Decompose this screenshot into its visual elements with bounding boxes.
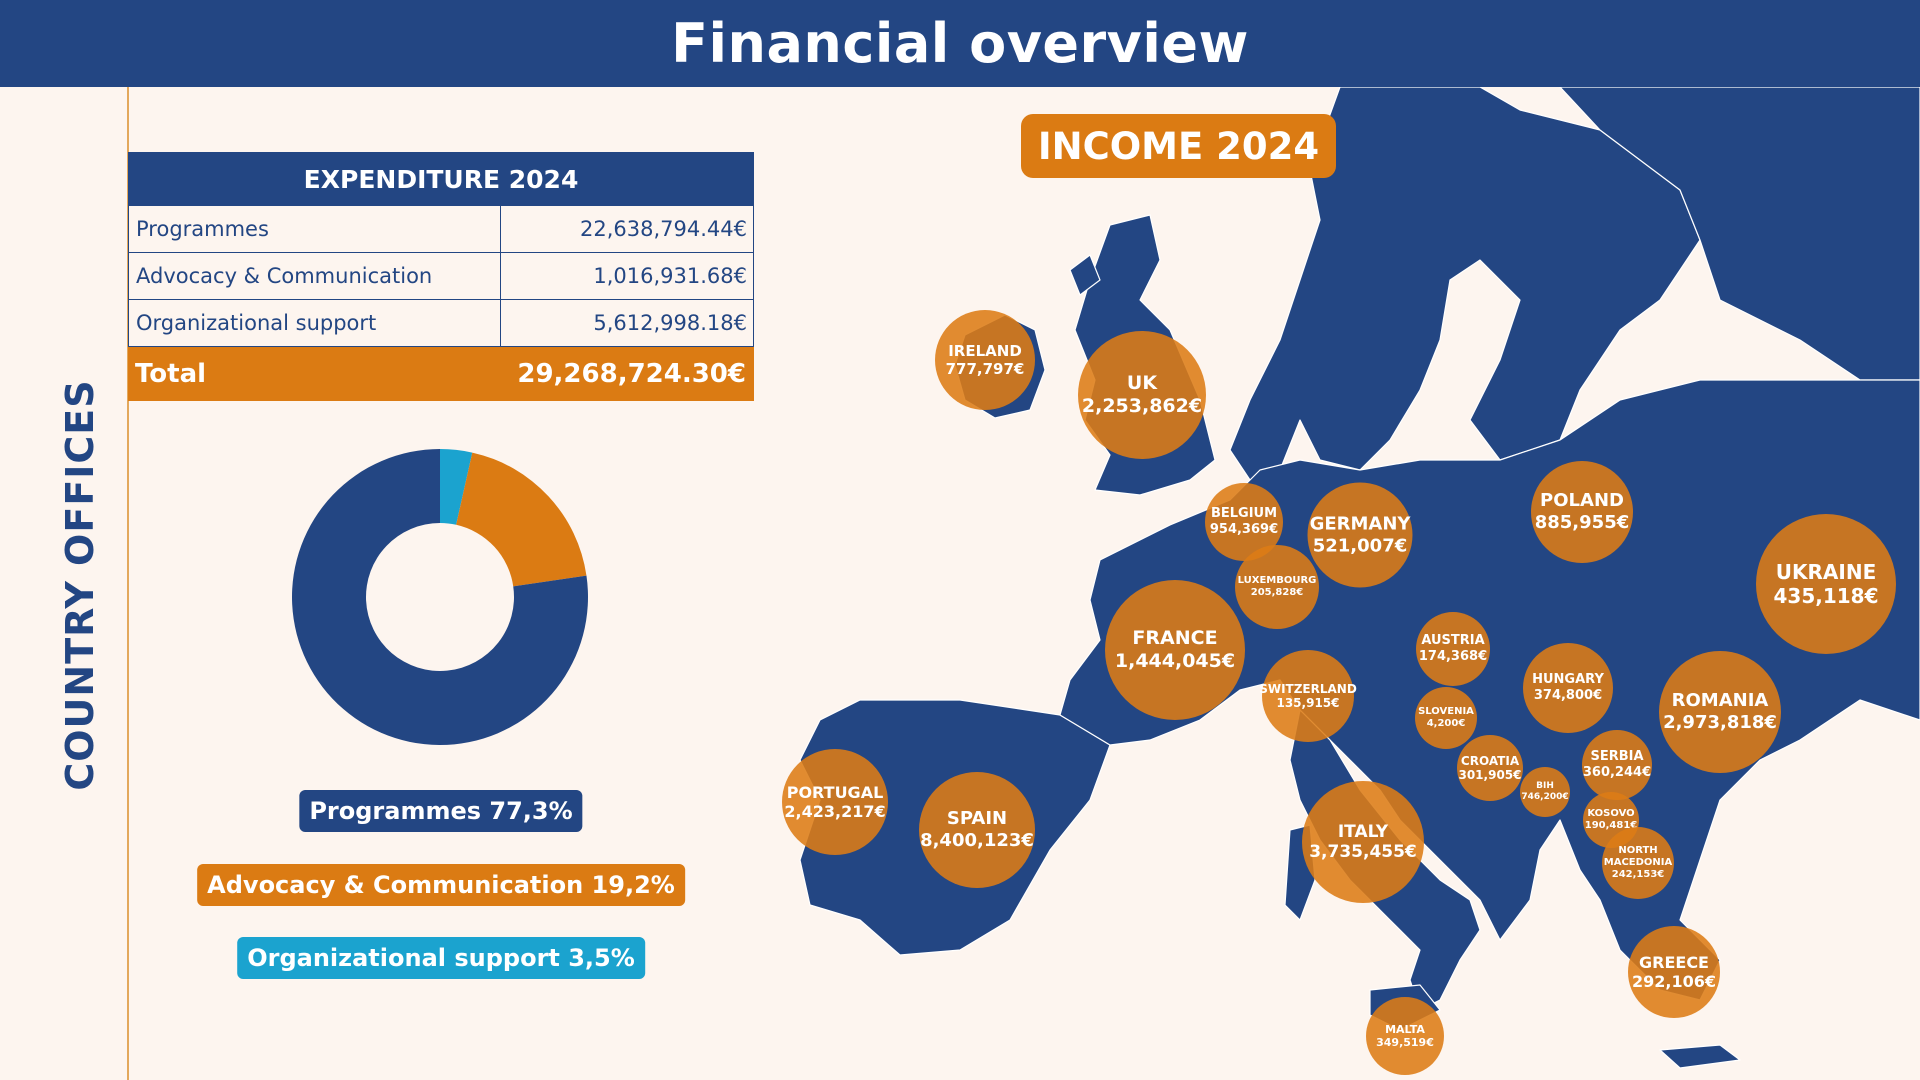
income-title: INCOME 2024 xyxy=(1021,114,1336,178)
country-value: 885,955€ xyxy=(1534,512,1630,533)
country-value: 349,519€ xyxy=(1376,1036,1434,1049)
expenditure-title: EXPENDITURE 2024 xyxy=(128,152,754,206)
crete-shape xyxy=(1659,1044,1741,1069)
country-bubble: FRANCE 1,444,045€ xyxy=(1105,580,1245,720)
country-value: 301,905€ xyxy=(1458,768,1522,782)
country-name: GREECE xyxy=(1639,952,1709,972)
country-value: 3,735,455€ xyxy=(1309,842,1417,862)
country-name: GERMANY xyxy=(1309,513,1411,535)
row-label: Advocacy & Communication xyxy=(129,253,501,299)
row-value: 22,638,794.44€ xyxy=(580,217,747,241)
country-value: 4,200€ xyxy=(1426,718,1466,729)
row-value: 1,016,931.68€ xyxy=(593,264,747,288)
country-bubble: CROATIA 301,905€ xyxy=(1457,735,1523,801)
country-name: UK xyxy=(1126,372,1158,395)
total-label: Total xyxy=(135,359,207,389)
country-name: SERBIA xyxy=(1590,749,1644,765)
country-bubble: HUNGARY 374,800€ xyxy=(1523,643,1613,733)
country-bubble: SWITZERLAND 135,915€ xyxy=(1259,650,1357,742)
country-value: 435,118€ xyxy=(1773,584,1879,608)
country-name: SPAIN xyxy=(946,808,1008,830)
country-bubble: SERBIA 360,244€ xyxy=(1582,730,1652,800)
country-name: PORTUGAL xyxy=(786,782,884,802)
country-value: 292,106€ xyxy=(1631,972,1716,991)
country-name: BIH xyxy=(1536,781,1554,792)
country-bubble: MALTA 349,519€ xyxy=(1366,997,1444,1075)
country-bubble: NORTH MACEDONIA 242,153€ xyxy=(1602,827,1674,899)
country-value: 2,973,818€ xyxy=(1663,712,1777,733)
country-value: 174,368€ xyxy=(1418,649,1488,664)
country-value: 190,481€ xyxy=(1584,820,1638,831)
country-bubble: ITALY 3,735,455€ xyxy=(1302,781,1424,903)
divider-line xyxy=(127,87,129,1080)
side-label-country-offices: COUNTRY OFFICES xyxy=(58,379,102,791)
row-label: Organizational support xyxy=(129,300,501,346)
country-name: IRELAND xyxy=(948,342,1022,360)
country-name: FRANCE xyxy=(1132,627,1218,650)
country-bubble: ROMANIA 2,973,818€ xyxy=(1659,651,1781,773)
country-bubble: SLOVENIA 4,200€ xyxy=(1415,687,1477,749)
country-bubble: LUXEMBOURG 205,828€ xyxy=(1235,545,1319,629)
country-value: 954,369€ xyxy=(1209,522,1279,537)
country-name: ITALY xyxy=(1337,821,1389,842)
country-bubble: IRELAND 777,797€ xyxy=(935,310,1035,410)
country-bubble: GREECE 292,106€ xyxy=(1628,926,1720,1018)
country-value: 205,828€ xyxy=(1250,587,1304,598)
row-value: 5,612,998.18€ xyxy=(593,311,747,335)
header-bar: Financial overview xyxy=(0,0,1920,87)
north-east-shape xyxy=(1559,87,1920,381)
legend-programmes: Programmes 77,3% xyxy=(299,790,583,832)
country-value: 2,423,217€ xyxy=(784,802,886,821)
country-value: 746,200€ xyxy=(1521,792,1569,802)
country-name: BELGIUM xyxy=(1210,506,1278,522)
island-shape xyxy=(1069,254,1101,296)
donut-slice-advocacy-communication xyxy=(456,452,587,587)
country-value: 777,797€ xyxy=(945,360,1025,378)
total-value: 29,268,724.30€ xyxy=(517,359,746,389)
country-bubble: AUSTRIA 174,368€ xyxy=(1416,612,1490,686)
country-value: 1,444,045€ xyxy=(1114,650,1236,672)
country-name: NORTH MACEDONIA xyxy=(1603,845,1673,868)
country-value: 374,800€ xyxy=(1533,688,1603,703)
country-name: POLAND xyxy=(1540,490,1624,512)
country-name: LUXEMBOURG xyxy=(1237,575,1317,586)
row-label: Programmes xyxy=(129,206,501,252)
country-value: 360,244€ xyxy=(1582,765,1652,780)
country-name: MALTA xyxy=(1385,1022,1425,1036)
country-value: 135,915€ xyxy=(1276,696,1340,710)
country-bubble: UKRAINE 435,118€ xyxy=(1756,514,1896,654)
legend-advocacy: Advocacy & Communication 19,2% xyxy=(197,864,685,906)
table-row: Programmes 22,638,794.44€ xyxy=(128,206,754,253)
country-name: HUNGARY xyxy=(1532,672,1604,688)
country-bubble: BIH 746,200€ xyxy=(1520,767,1570,817)
table-row: Advocacy & Communication 1,016,931.68€ xyxy=(128,253,754,300)
country-bubble: POLAND 885,955€ xyxy=(1531,461,1633,563)
country-name: AUSTRIA xyxy=(1421,633,1485,649)
donut-slice-programmes xyxy=(292,449,588,745)
country-value: 8,400,123€ xyxy=(920,830,1034,851)
page-title: Financial overview xyxy=(671,12,1249,75)
donut-slice-organizational-support xyxy=(440,449,473,525)
country-value: 2,253,862€ xyxy=(1081,395,1203,417)
country-bubble: GERMANY 521,007€ xyxy=(1307,482,1413,588)
country-name: UKRAINE xyxy=(1775,560,1877,584)
expenditure-donut-chart xyxy=(292,449,588,745)
country-name: KOSOVO xyxy=(1587,808,1635,819)
country-bubble: PORTUGAL 2,423,217€ xyxy=(782,749,888,855)
total-row: Total 29,268,724.30€ xyxy=(128,347,754,401)
country-value: 521,007€ xyxy=(1312,535,1408,556)
country-name: ROMANIA xyxy=(1671,690,1769,712)
legend-organizational: Organizational support 3,5% xyxy=(237,937,645,979)
country-value: 242,153€ xyxy=(1611,869,1665,880)
table-row: Organizational support 5,612,998.18€ xyxy=(128,300,754,347)
country-bubble: SPAIN 8,400,123€ xyxy=(919,772,1035,888)
country-name: SLOVENIA xyxy=(1418,706,1474,717)
country-name: SWITZERLAND xyxy=(1259,681,1357,696)
country-bubble: UK 2,253,862€ xyxy=(1078,331,1206,459)
expenditure-table: EXPENDITURE 2024 Programmes 22,638,794.4… xyxy=(128,152,754,401)
country-name: CROATIA xyxy=(1460,753,1520,768)
